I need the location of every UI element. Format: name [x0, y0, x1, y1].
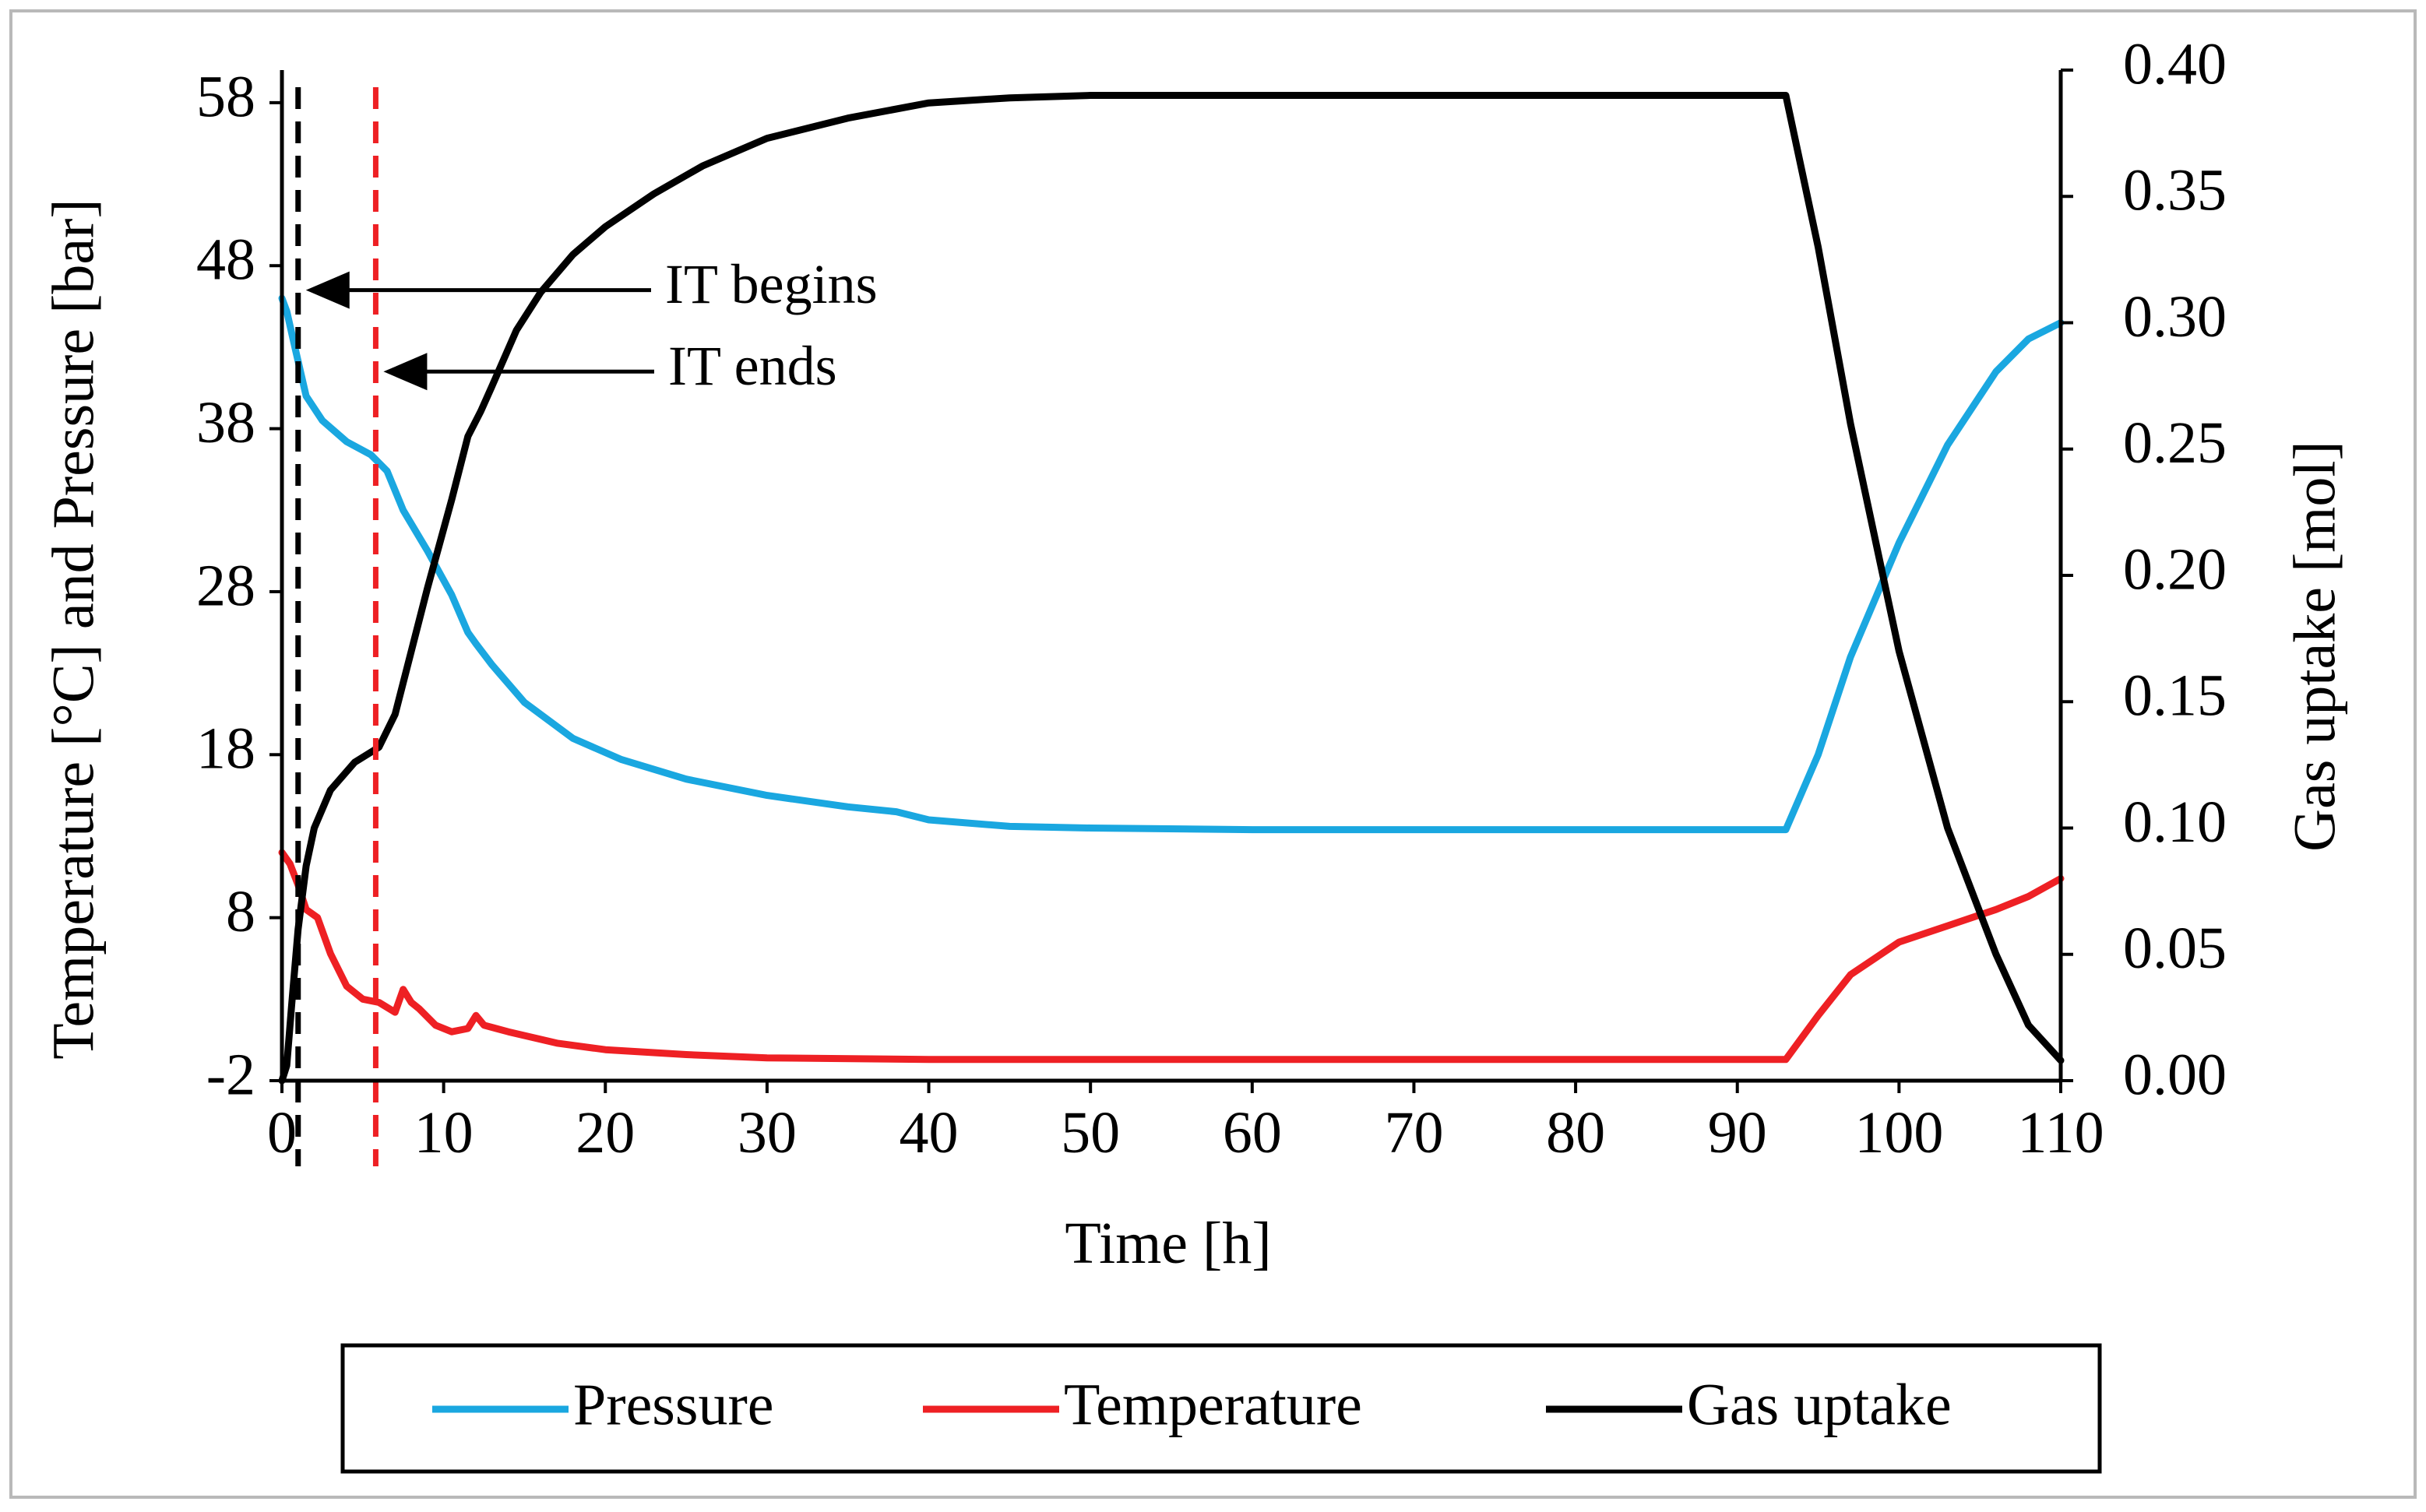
x-tick-label-50: 50	[1061, 1100, 1120, 1166]
x-tick-label-80: 80	[1546, 1100, 1605, 1166]
x-tick-label-100: 100	[1854, 1100, 1943, 1166]
y-right-tick-label-0-20: 0.20	[2123, 536, 2227, 602]
figure-border	[9, 9, 2417, 1499]
y-left-tick-label-48: 48	[196, 227, 255, 293]
y-right-tick-label-0-25: 0.25	[2123, 410, 2227, 476]
legend-label-temperature: Temperature	[1064, 1372, 1362, 1437]
annotation-arrow-it-begins-head	[305, 271, 350, 309]
y-left-tick-label-28: 28	[196, 553, 255, 618]
axes-layer: 0 10 20 30 40 50 60 70 80 90 100 110 -2 8 18 28 38 48 58 0.…	[196, 31, 2227, 1166]
annotation-layer: IT begins IT ends	[305, 253, 878, 397]
annotation-it-begins: IT begins	[665, 253, 878, 315]
series-line-gas-uptake	[278, 92, 2065, 1085]
y-left-tick-label-58: 58	[196, 64, 255, 129]
y-right-tick-label-0-30: 0.30	[2123, 284, 2227, 350]
y-axis-right-title: Gas uptake [mol]	[2282, 441, 2347, 852]
x-tick-label-0: 0	[267, 1100, 297, 1166]
series-line-temperature	[278, 849, 2065, 1064]
series-line-pressure	[278, 294, 2065, 834]
y-left-tick-label-18: 18	[196, 716, 255, 782]
x-tick-label-70: 70	[1384, 1100, 1443, 1166]
y-left-tick-label-8: 8	[226, 879, 255, 944]
y-right-tick-label-0-05: 0.05	[2123, 916, 2227, 981]
series-layer	[278, 92, 2065, 1085]
y-right-tick-label-0-10: 0.10	[2123, 789, 2227, 855]
y-left-tick-label-2: -2	[206, 1042, 255, 1107]
x-tick-label-20: 20	[576, 1100, 635, 1166]
x-tick-label-10: 10	[414, 1100, 474, 1166]
legend-box	[340, 1343, 2102, 1474]
legend-label-gas-uptake: Gas uptake	[1687, 1372, 1952, 1437]
y-right-tick-label-0-40: 0.40	[2123, 31, 2227, 97]
annotation-it-ends: IT ends	[668, 335, 837, 397]
y-right-tick-label-0-15: 0.15	[2123, 663, 2227, 729]
y-right-tick-label-0-00: 0.00	[2123, 1042, 2227, 1107]
y-axis-left-title: Temperature [°C] and Pressure [bar]	[40, 199, 106, 1060]
x-tick-label-30: 30	[738, 1100, 797, 1166]
legend-label-pressure: Pressure	[573, 1372, 774, 1437]
x-tick-label-40: 40	[900, 1100, 959, 1166]
vline-layer	[295, 87, 379, 1166]
x-tick-label-110: 110	[2017, 1100, 2104, 1166]
x-tick-label-60: 60	[1223, 1100, 1282, 1166]
y-left-tick-label-38: 38	[196, 390, 255, 455]
legend: Pressure Temperature Gas uptake	[340, 1343, 2102, 1474]
x-tick-label-90: 90	[1708, 1100, 1767, 1166]
x-axis-title: Time [h]	[1065, 1211, 1271, 1276]
annotation-arrow-it-ends-head	[383, 353, 428, 391]
y-right-tick-label-0-35: 0.35	[2123, 158, 2227, 223]
